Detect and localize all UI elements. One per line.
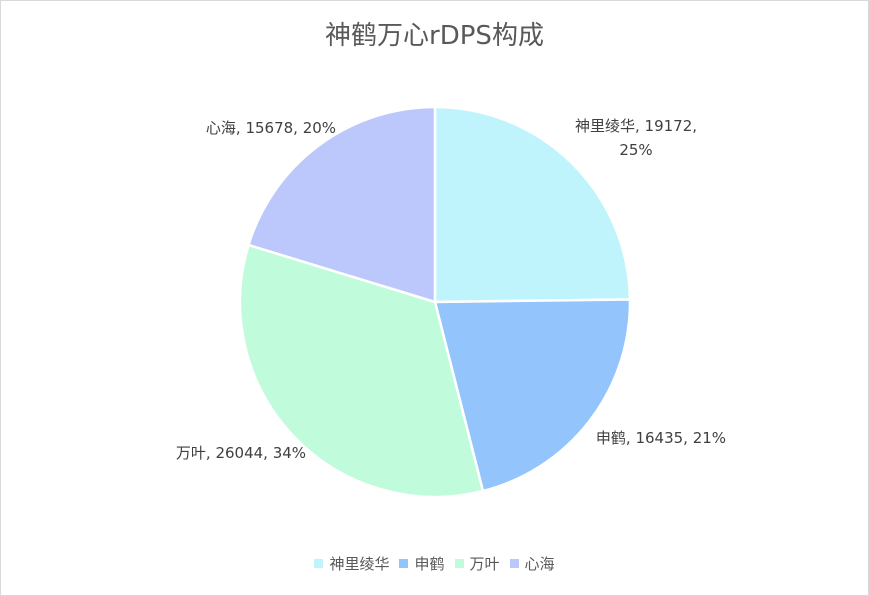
pie-slice <box>433 298 632 493</box>
data-label: 万叶, 26044, 34% <box>175 444 307 462</box>
legend-swatch <box>399 559 409 568</box>
legend-swatch <box>314 559 324 568</box>
legend-item: 万叶 <box>454 553 500 574</box>
legend-label: 申鹤 <box>414 555 445 573</box>
legend-item: 申鹤 <box>399 553 445 574</box>
chart-title: 神鹤万心rDPS构成 <box>325 21 544 51</box>
data-label: 神里绫华, 19172, 25% <box>574 117 698 159</box>
legend-item: 神里绫华 <box>314 553 389 574</box>
data-label: 心海, 15678, 20% <box>205 119 337 137</box>
legend-label: 心海 <box>524 555 555 573</box>
legend-label: 神里绫华 <box>329 555 390 573</box>
pie-slice <box>238 243 485 499</box>
pie-slice <box>246 105 437 304</box>
legend-swatch <box>454 559 464 568</box>
pie-slice <box>433 105 632 304</box>
data-label: 申鹤, 16435, 21% <box>595 429 727 447</box>
legend-label: 万叶 <box>469 555 500 573</box>
legend-item: 心海 <box>509 553 555 574</box>
legend: 神里绫华 申鹤 万叶 心海 <box>1 553 868 574</box>
legend-swatch <box>509 559 519 568</box>
